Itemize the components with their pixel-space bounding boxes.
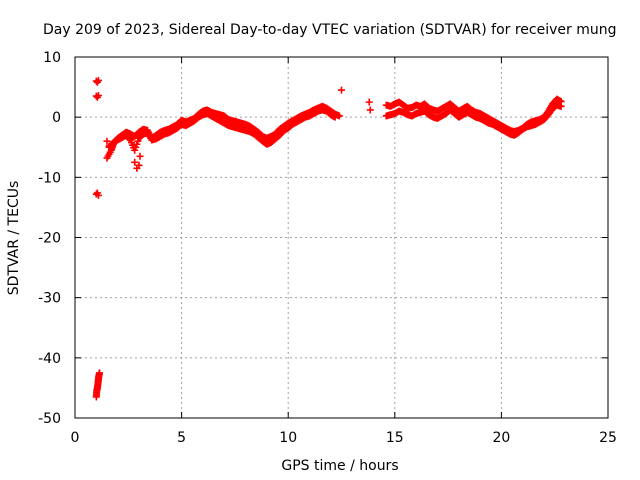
y-tick-label: -20 [38, 231, 61, 247]
data-point [136, 152, 144, 160]
y-tick-label: -30 [38, 291, 61, 307]
data-point [557, 102, 565, 110]
y-tick-label: -40 [38, 351, 61, 367]
data-points [92, 76, 565, 401]
data-point [365, 98, 373, 106]
data-point [94, 76, 102, 84]
y-tick-label: 10 [43, 50, 61, 66]
x-tick-label: 10 [279, 430, 297, 446]
y-tick-label: -50 [38, 411, 61, 427]
data-point [96, 369, 104, 377]
x-tick-label: 20 [492, 430, 510, 446]
y-tick-label: 0 [52, 110, 61, 126]
data-point [125, 135, 133, 143]
data-point [135, 161, 143, 169]
y-tick-label: -10 [38, 170, 61, 186]
data-point [103, 137, 111, 145]
data-point [338, 86, 345, 94]
data-point [366, 106, 374, 114]
data-point [131, 158, 139, 166]
data-point [331, 113, 339, 121]
x-tick-label: 0 [71, 430, 80, 446]
data-point [94, 92, 102, 100]
y-axis-label: SDTVAR / TECUs [6, 181, 22, 296]
data-point [94, 191, 102, 199]
grid-lines [75, 57, 608, 418]
axis-ticks [74, 56, 609, 419]
data-point [105, 142, 113, 150]
x-tick-label: 15 [386, 430, 404, 446]
chart-title: Day 209 of 2023, Sidereal Day-to-day VTE… [43, 22, 617, 38]
tick-labels: 0 5 10 15 20 25 -50 -40 -30 -20 -10 0 10 [38, 50, 617, 446]
x-axis-label: GPS time / hours [281, 458, 398, 474]
x-tick-label: 5 [177, 430, 186, 446]
x-tick-label: 25 [599, 430, 617, 446]
